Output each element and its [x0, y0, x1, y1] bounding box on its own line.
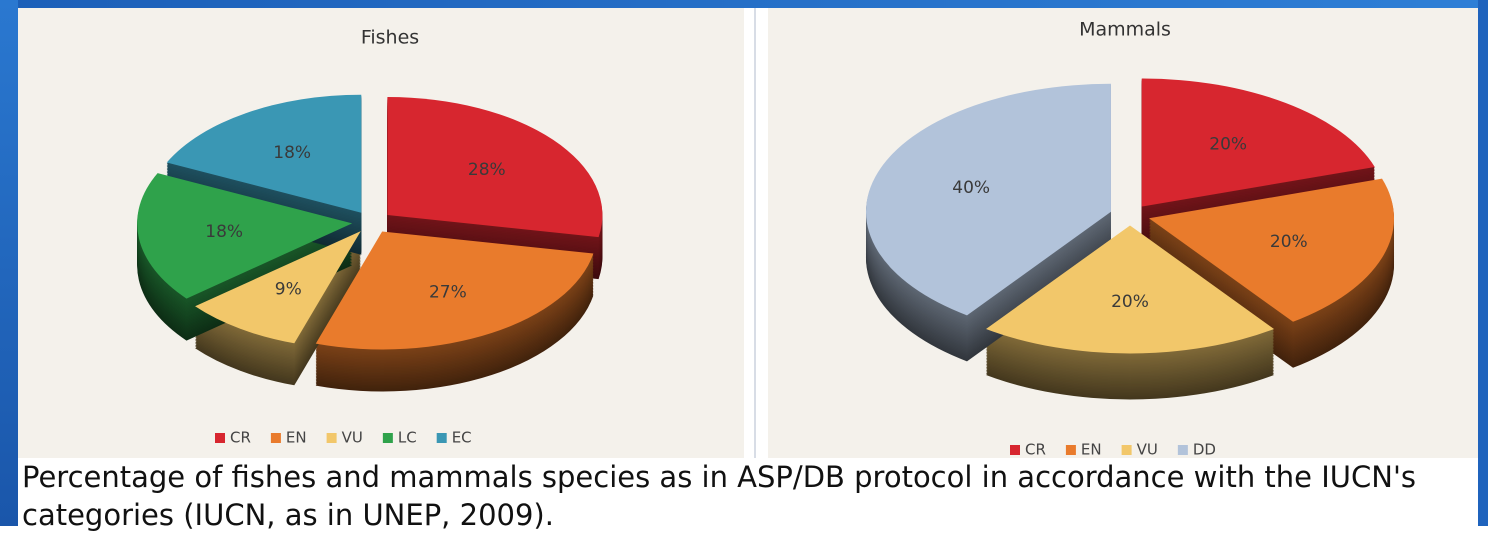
legend-swatch [326, 433, 337, 443]
legend-swatch [1010, 445, 1020, 455]
value-label: 27% [429, 282, 467, 302]
value-label: 20% [1270, 232, 1308, 252]
value-label: 20% [1209, 134, 1247, 154]
legend-label: CR [1025, 441, 1046, 459]
legend-swatch [1065, 445, 1076, 455]
slice [1141, 78, 1375, 207]
legend-swatch [1121, 445, 1132, 455]
slice [1149, 178, 1395, 322]
caption: Percentage of fishes and mammals species… [22, 460, 1417, 532]
slice [865, 83, 1111, 316]
legend-swatch [436, 433, 447, 443]
legend-label: LC [398, 429, 417, 447]
chart-title: Fishes [361, 27, 419, 49]
legend-label: CR [230, 429, 251, 447]
legend-label: VU [342, 429, 363, 447]
legend-label: EC [452, 429, 472, 447]
frame [0, 0, 18, 526]
chart-title: Mammals [1079, 19, 1171, 41]
slice [137, 173, 353, 299]
slice [985, 225, 1275, 354]
slice [387, 97, 603, 238]
value-label: 40% [952, 178, 990, 198]
legend-label: EN [1081, 441, 1102, 459]
legend-swatch [1177, 445, 1188, 455]
value-label: 9% [275, 280, 302, 300]
value-label: 18% [205, 222, 243, 242]
legend-label: VU [1137, 441, 1158, 459]
slice [315, 231, 594, 350]
frame [0, 0, 1488, 8]
legend-label: EN [286, 429, 307, 447]
value-label: 18% [273, 143, 311, 163]
frame [1478, 0, 1488, 526]
value-label: 28% [468, 160, 506, 180]
legend-swatch [215, 433, 225, 443]
legend-swatch [382, 433, 393, 443]
slice [195, 231, 361, 344]
legend-swatch [270, 433, 281, 443]
value-label: 20% [1111, 292, 1149, 312]
slice [166, 94, 362, 213]
legend-label: DD [1193, 441, 1216, 459]
